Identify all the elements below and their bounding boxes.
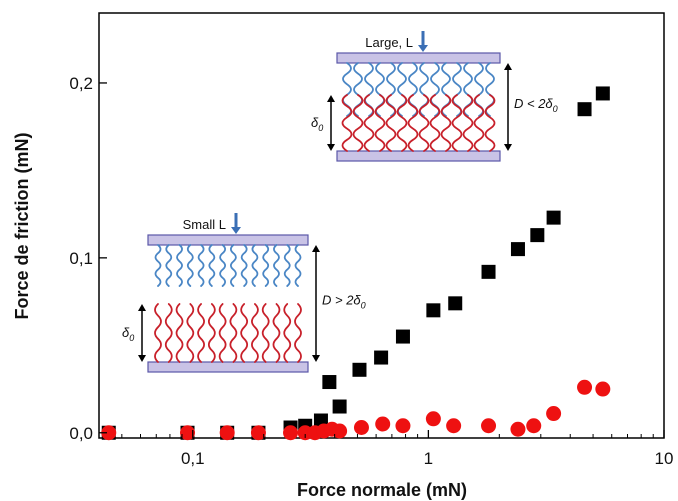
bottom-plate xyxy=(147,361,309,373)
polymer-chain-blue xyxy=(229,244,237,287)
x-axis-label: Force normale (mN) xyxy=(297,480,467,500)
polymer-chain-red xyxy=(261,303,270,363)
distance-arrow xyxy=(504,63,512,151)
data-point-circle xyxy=(250,425,266,441)
polymer-chain-red xyxy=(451,94,463,152)
data-point-circle xyxy=(332,423,348,439)
data-point-circle xyxy=(510,421,526,437)
polymer-chain-red xyxy=(229,303,238,363)
polymer-chain-blue xyxy=(294,244,302,287)
y-tick-label: 0,2 xyxy=(69,74,93,93)
polymer-chain-red xyxy=(218,303,227,363)
x-tick-label: 0,1 xyxy=(181,449,205,468)
data-point-circle xyxy=(595,381,611,397)
bottom-plate xyxy=(336,150,501,162)
data-point-circle xyxy=(546,406,562,422)
polymer-chain-red xyxy=(418,94,430,152)
polymer-chain-red xyxy=(363,94,375,152)
data-point-circle xyxy=(481,418,497,434)
polymer-chain-red xyxy=(429,94,441,152)
polymer-chain-red xyxy=(207,303,216,363)
distance-label: D > 2δ0 xyxy=(322,293,366,311)
polymer-chain-blue xyxy=(273,244,280,287)
polymer-chain-red xyxy=(164,303,173,363)
delta-arrow xyxy=(327,95,335,151)
top-plate xyxy=(336,52,501,64)
data-point-circle xyxy=(283,425,299,441)
data-point-circle xyxy=(219,425,235,441)
polymer-chain-blue xyxy=(251,244,259,287)
polymer-chain-blue xyxy=(186,244,194,287)
polymer-chain-red xyxy=(154,303,162,363)
y-tick-label: 0,1 xyxy=(69,249,93,268)
data-point-square xyxy=(426,303,441,318)
data-point-circle xyxy=(375,416,391,432)
data-point-circle xyxy=(446,418,462,434)
polymer-chain-red xyxy=(407,94,419,152)
data-point-square xyxy=(595,86,610,101)
data-point-square xyxy=(395,329,410,344)
polymer-chain-red xyxy=(175,303,184,363)
polymer-chain-red xyxy=(186,303,195,363)
polymer-chain-blue xyxy=(262,244,270,287)
load-arrow xyxy=(231,213,241,234)
data-point-square xyxy=(510,242,525,257)
data-point-square xyxy=(322,375,337,390)
data-point-circle xyxy=(180,425,196,441)
data-point-square xyxy=(374,350,389,365)
polymer-chain-red xyxy=(385,94,397,152)
polymer-chain-red xyxy=(396,94,408,152)
data-point-square xyxy=(481,264,496,279)
polymer-chain-red xyxy=(484,94,496,152)
top-plate xyxy=(147,234,309,246)
polymer-chain-blue xyxy=(154,244,162,287)
data-point-circle xyxy=(395,418,411,434)
x-tick-label: 1 xyxy=(424,449,433,468)
load-arrow xyxy=(418,31,428,52)
polymer-chain-blue xyxy=(283,244,291,287)
data-point-square xyxy=(332,399,347,414)
data-point-square xyxy=(546,210,561,225)
polymer-chain-blue xyxy=(219,244,227,287)
polymer-chain-red xyxy=(462,94,474,152)
data-point-circle xyxy=(353,420,369,436)
polymer-chain-red xyxy=(272,303,281,363)
polymer-chain-red xyxy=(251,303,259,363)
polymer-chain-red xyxy=(374,94,386,152)
polymer-chain-red xyxy=(341,94,353,152)
data-point-square xyxy=(448,296,463,311)
y-axis-label: Force de friction (mN) xyxy=(12,132,32,319)
polymer-chain-red xyxy=(240,303,249,363)
data-point-square xyxy=(577,102,592,117)
polymer-chain-red xyxy=(197,303,205,363)
y-tick-label: 0,0 xyxy=(69,424,93,443)
polymer-chain-blue xyxy=(208,244,216,287)
distance-arrow xyxy=(312,245,320,362)
data-point-circle xyxy=(577,379,593,395)
data-point-square xyxy=(530,228,545,243)
polymer-chain-red xyxy=(294,303,302,363)
load-label: Large, L xyxy=(365,35,413,50)
data-point-circle xyxy=(425,411,441,427)
polymer-chain-blue xyxy=(240,244,248,287)
delta-arrow xyxy=(138,304,146,362)
polymer-chain-red xyxy=(440,94,452,152)
polymer-chain-red xyxy=(473,94,485,152)
data-point-square xyxy=(352,362,367,377)
data-point-circle xyxy=(526,418,542,434)
data-point-circle xyxy=(101,425,117,441)
polymer-chain-red xyxy=(352,94,364,152)
x-tick-label: 10 xyxy=(655,449,674,468)
polymer-chain-red xyxy=(283,303,292,363)
polymer-chain-blue xyxy=(176,244,183,287)
distance-label: D < 2δ0 xyxy=(514,96,558,114)
polymer-chain-blue xyxy=(197,244,205,287)
polymer-chain-blue xyxy=(165,244,173,287)
load-label: Small L xyxy=(183,217,226,232)
